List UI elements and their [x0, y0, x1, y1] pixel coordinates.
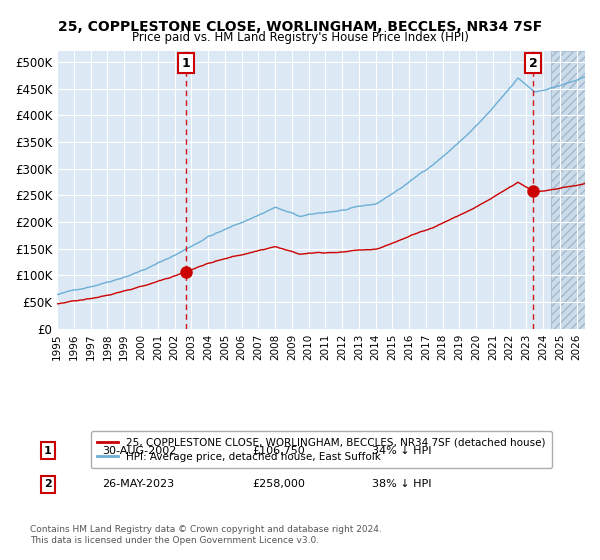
Text: £106,750: £106,750: [252, 446, 305, 456]
Text: 34% ↓ HPI: 34% ↓ HPI: [372, 446, 431, 456]
Legend: 25, COPPLESTONE CLOSE, WORLINGHAM, BECCLES, NR34 7SF (detached house), HPI: Aver: 25, COPPLESTONE CLOSE, WORLINGHAM, BECCL…: [91, 431, 552, 468]
Text: 1: 1: [181, 57, 190, 69]
Text: 2: 2: [44, 479, 52, 489]
Bar: [551, 52, 585, 329]
Text: This data is licensed under the Open Government Licence v3.0.: This data is licensed under the Open Gov…: [30, 536, 319, 545]
Text: 38% ↓ HPI: 38% ↓ HPI: [372, 479, 431, 489]
Text: £258,000: £258,000: [252, 479, 305, 489]
Text: 30-AUG-2002: 30-AUG-2002: [102, 446, 176, 456]
Bar: [551, 52, 585, 329]
Text: 2: 2: [529, 57, 538, 69]
Text: Price paid vs. HM Land Registry's House Price Index (HPI): Price paid vs. HM Land Registry's House …: [131, 31, 469, 44]
Text: Contains HM Land Registry data © Crown copyright and database right 2024.: Contains HM Land Registry data © Crown c…: [30, 525, 382, 534]
Text: 26-MAY-2023: 26-MAY-2023: [102, 479, 174, 489]
Text: 25, COPPLESTONE CLOSE, WORLINGHAM, BECCLES, NR34 7SF: 25, COPPLESTONE CLOSE, WORLINGHAM, BECCL…: [58, 20, 542, 34]
Text: 1: 1: [44, 446, 52, 456]
